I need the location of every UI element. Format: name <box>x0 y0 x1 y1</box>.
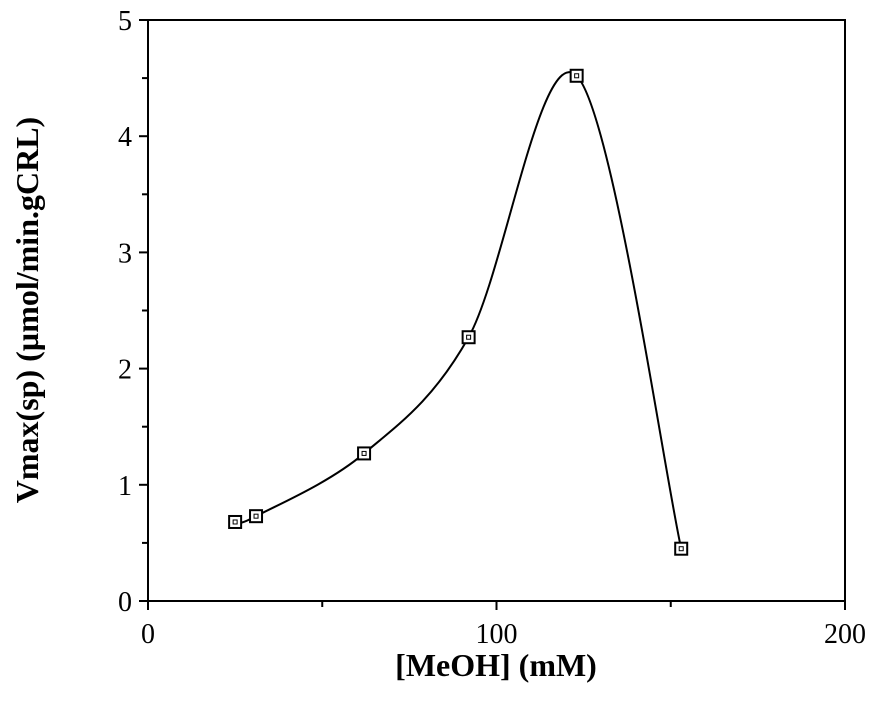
x-axis-title: [MeOH] (mM) <box>395 647 597 683</box>
data-point <box>461 330 476 345</box>
y-tick-label: 4 <box>118 122 132 153</box>
data-markers <box>228 68 689 556</box>
y-tick-label: 5 <box>118 6 132 37</box>
data-point <box>569 68 584 83</box>
y-tick-label: 0 <box>118 587 132 618</box>
y-axis-ticks: 0 1 2 3 4 5 <box>118 6 148 618</box>
y-tick-label: 2 <box>118 355 132 386</box>
y-tick-label: 1 <box>118 471 132 502</box>
data-point <box>228 514 243 529</box>
y-tick-label: 3 <box>118 238 132 269</box>
x-axis-ticks: 0 100 200 <box>141 601 866 650</box>
data-point <box>674 541 689 556</box>
x-tick-label: 100 <box>476 619 518 650</box>
x-tick-label: 0 <box>141 619 155 650</box>
x-tick-label: 200 <box>824 619 866 650</box>
data-point <box>357 446 372 461</box>
fit-curve <box>234 71 683 549</box>
data-point <box>249 509 264 524</box>
y-axis-title: Vmax(sp) (µmol/min.gCRL) <box>9 117 45 503</box>
